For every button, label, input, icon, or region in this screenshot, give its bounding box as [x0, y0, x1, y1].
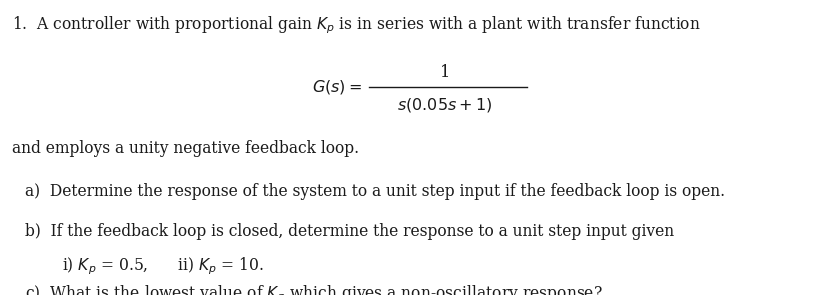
- Text: i) $K_p$ = 0.5,      ii) $K_p$ = 10.: i) $K_p$ = 0.5, ii) $K_p$ = 10.: [62, 255, 265, 277]
- Text: 1: 1: [440, 64, 450, 81]
- Text: a)  Determine the response of the system to a unit step input if the feedback lo: a) Determine the response of the system …: [25, 183, 725, 200]
- Text: b)  If the feedback loop is closed, determine the response to a unit step input : b) If the feedback loop is closed, deter…: [25, 223, 674, 240]
- Text: 1.  A controller with proportional gain $K_p$ is in series with a plant with tra: 1. A controller with proportional gain $…: [12, 15, 701, 36]
- Text: and employs a unity negative feedback loop.: and employs a unity negative feedback lo…: [12, 140, 359, 157]
- Text: c)  What is the lowest value of $K_p$ which gives a non-oscillatory response?: c) What is the lowest value of $K_p$ whi…: [25, 284, 602, 295]
- Text: $G(s) =$: $G(s) =$: [312, 78, 362, 96]
- Text: $s(0.05s + 1)$: $s(0.05s + 1)$: [398, 96, 493, 114]
